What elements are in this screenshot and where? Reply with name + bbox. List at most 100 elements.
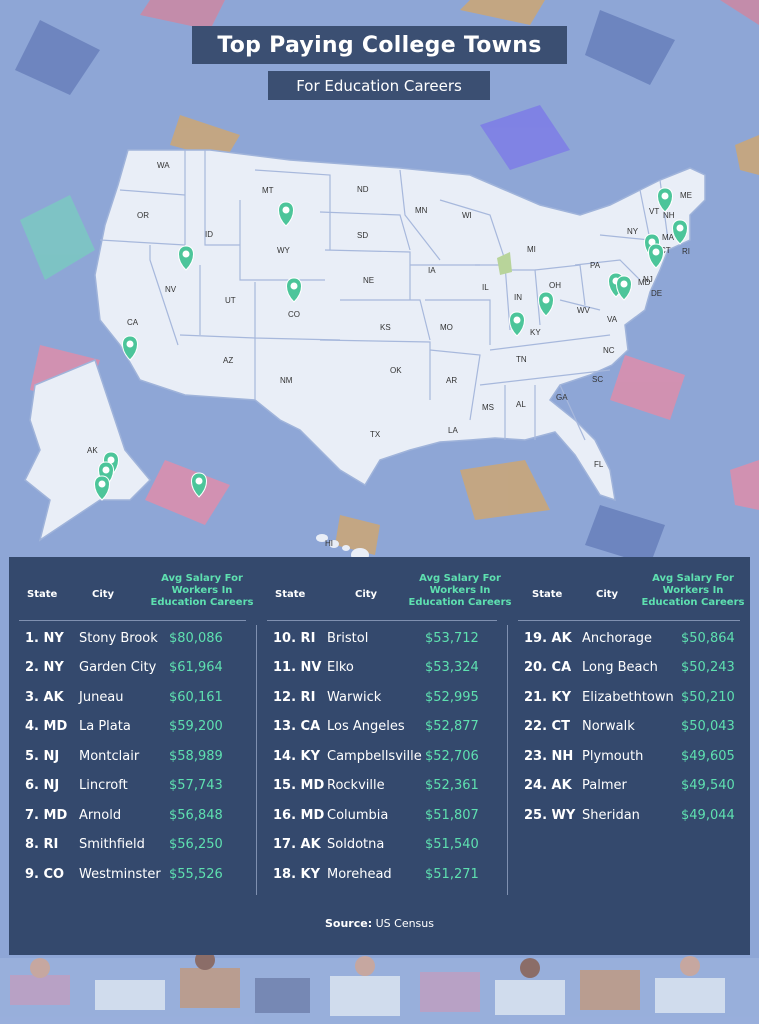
svg-text:SC: SC [592,375,603,384]
header-divider [19,620,246,621]
table-row: 25. WY Sheridan $49,044 [508,808,750,837]
row-salary: $61,964 [169,660,223,675]
svg-text:OR: OR [137,211,149,220]
row-city: Arnold [79,808,122,823]
row-city: Morehead [327,867,392,882]
row-city: Juneau [79,690,124,705]
svg-text:TX: TX [370,430,381,439]
row-salary: $52,995 [425,690,479,705]
svg-text:IL: IL [482,283,489,292]
table-column-1: State City Avg Salary For Workers In Edu… [9,557,256,955]
row-state: 19. AK [524,631,572,646]
svg-text:KY: KY [530,328,541,337]
row-city: Westminster [79,867,161,882]
row-city: Plymouth [582,749,644,764]
svg-text:AL: AL [516,400,526,409]
state-labels: WA OR CA NV ID MT WY UT AZ CO NM ND SD N… [87,161,692,548]
row-salary: $51,271 [425,867,479,882]
row-city: La Plata [79,719,131,734]
svg-text:IA: IA [428,266,436,275]
table-row: 15. MD Rockville $52,361 [257,778,507,807]
row-salary: $60,161 [169,690,223,705]
row-city: Rockville [327,778,385,793]
svg-text:MA: MA [662,233,675,242]
svg-text:WI: WI [462,211,472,220]
header-city: City [92,589,115,600]
row-state: 8. RI [25,837,59,852]
svg-text:NE: NE [363,276,374,285]
svg-text:AZ: AZ [223,356,233,365]
table-row: 5. NJ Montclair $58,989 [9,749,256,778]
row-state: 20. CA [524,660,572,675]
svg-text:LA: LA [448,426,458,435]
svg-text:OK: OK [390,366,402,375]
row-city: Warwick [327,690,382,705]
svg-text:FL: FL [594,460,604,469]
table-row: 7. MD Arnold $56,848 [9,808,256,837]
row-state: 21. KY [524,690,572,705]
svg-text:AR: AR [446,376,457,385]
table-header: State City Avg Salary For Workers In Edu… [257,571,511,615]
svg-text:IN: IN [514,293,522,302]
svg-text:MT: MT [262,186,274,195]
row-state: 22. CT [524,719,570,734]
row-state: 25. WY [524,808,576,823]
row-salary: $59,200 [169,719,223,734]
row-city: Campbellsville [327,749,422,764]
table-row: 6. NJ Lincroft $57,743 [9,778,256,807]
table-header: State City Avg Salary For Workers In Edu… [508,571,750,615]
row-salary: $53,712 [425,631,479,646]
table-row: 13. CA Los Angeles $52,877 [257,719,507,748]
table-row: 23. NH Plymouth $49,605 [508,749,750,778]
header-salary: Avg Salary For Workers In Education Care… [641,573,745,608]
table-row: 11. NV Elko $53,324 [257,660,507,689]
header-salary: Avg Salary For Workers In Education Care… [408,573,512,608]
row-salary: $52,361 [425,778,479,793]
table-row: 18. KY Morehead $51,271 [257,867,507,896]
svg-text:AK: AK [87,446,98,455]
row-state: 23. NH [524,749,574,764]
row-salary: $58,989 [169,749,223,764]
row-salary: $49,540 [681,778,735,793]
header-state: State [275,589,306,600]
row-state: 3. AK [25,690,64,705]
row-salary: $53,324 [425,660,479,675]
row-state: 7. MD [25,808,68,823]
table-row: 12. RI Warwick $52,995 [257,690,507,719]
svg-text:MN: MN [415,206,428,215]
source-note: Source: US Census [9,917,750,930]
row-salary: $51,540 [425,837,479,852]
row-city: Smithfield [79,837,145,852]
header-city: City [596,589,619,600]
svg-text:NC: NC [603,346,615,355]
svg-text:NJ: NJ [643,275,653,284]
row-state: 15. MD [273,778,325,793]
row-state: 16. MD [273,808,325,823]
table-row: 14. KY Campbellsville $52,706 [257,749,507,778]
table-column-3: State City Avg Salary For Workers In Edu… [508,557,750,955]
row-city: Anchorage [582,631,653,646]
row-city: Lincroft [79,778,128,793]
svg-text:VA: VA [607,315,618,324]
header-state: State [27,589,58,600]
row-city: Stony Brook [79,631,158,646]
header-divider [267,620,497,621]
svg-text:HI: HI [325,539,333,548]
svg-text:MI: MI [527,245,536,254]
row-state: 13. CA [273,719,321,734]
title-banner: Top Paying College Towns [192,26,567,64]
row-city: Long Beach [582,660,658,675]
apple-pins [94,187,688,501]
column-divider [256,625,257,895]
row-state: 1. NY [25,631,64,646]
table-row: 16. MD Columbia $51,807 [257,808,507,837]
svg-text:CO: CO [288,310,300,319]
row-salary: $52,877 [425,719,479,734]
row-city: Montclair [79,749,140,764]
row-salary: $50,043 [681,719,735,734]
table-row: 1. NY Stony Brook $80,086 [9,631,256,660]
subtitle-banner: For Education Careers [268,71,490,100]
row-city: Los Angeles [327,719,405,734]
svg-text:WV: WV [577,306,591,315]
table-row: 19. AK Anchorage $50,864 [508,631,750,660]
